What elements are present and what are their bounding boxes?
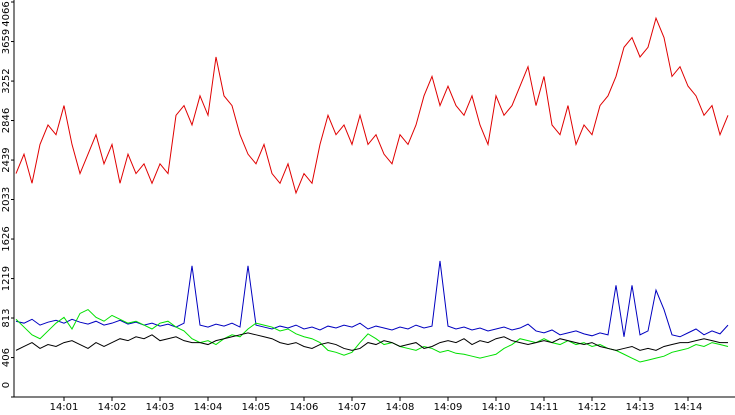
x-tick-label: 14:02 [98,402,127,413]
x-tick-label: 14:01 [50,402,79,413]
x-tick-label: 14:05 [242,402,271,413]
series-line [15,16,729,195]
x-tick-label: 14:11 [530,402,559,413]
x-tick-label: 14:12 [578,402,607,413]
y-tick-label: 1219 [1,266,12,291]
x-tick-label: 14:13 [626,402,655,413]
x-tick-label: 14:04 [194,402,223,413]
y-tick-label: 2439 [1,147,12,172]
x-tick-label: 14:10 [482,402,511,413]
y-tick-label: 2033 [1,187,12,212]
series-line [15,332,728,351]
x-tick-label: 14:03 [146,402,175,413]
y-tick-label: 3252 [1,68,12,93]
y-tick-label: 406 [1,348,12,367]
y-tick-label: 1626 [1,226,12,251]
x-tick-label: 14:14 [674,402,703,413]
series-line [15,260,729,338]
y-tick-label: 813 [1,308,12,327]
y-tick-label: 0 [1,382,12,388]
y-tick-label: 4066 [1,1,12,26]
y-tick-label: 3659 [1,29,12,54]
x-tick-label: 14:08 [386,402,415,413]
y-tick-label: 2846 [1,108,12,133]
x-tick-label: 14:06 [290,402,319,413]
x-tick-label: 14:09 [434,402,463,413]
x-tick-label: 14:07 [338,402,367,413]
